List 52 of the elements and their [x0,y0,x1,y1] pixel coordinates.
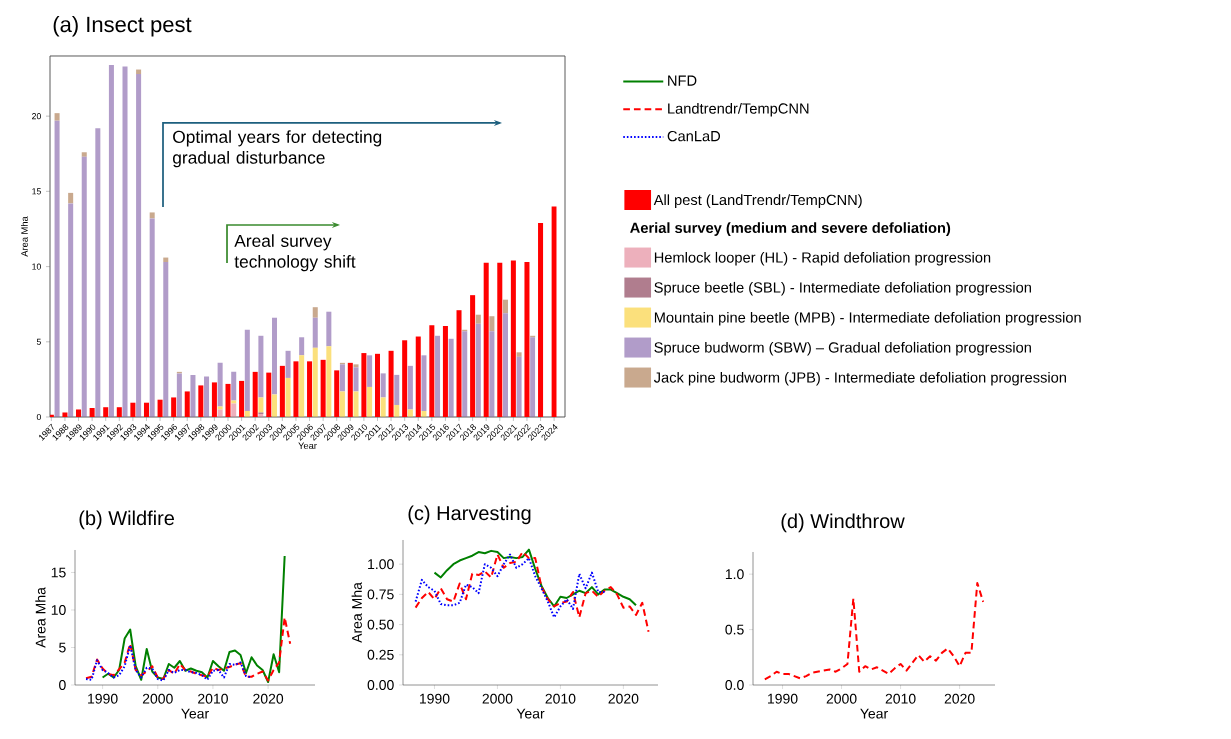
y-tick-label: 10 [51,605,66,615]
x-tick-label: 2020 [608,693,639,704]
y-tick-label: 1.00 [368,559,394,570]
x-tick-label: 1990 [419,693,450,704]
y-tick-label: 0.25 [367,649,394,660]
legend-label: Landtrendr/TempCNN [668,102,809,117]
x-axis-title: Year [181,708,209,719]
y-tick-label: 0.00 [367,680,394,690]
y-tick-label: 1.0 [725,569,744,580]
y-axis-title: Area Mha [35,587,46,648]
y-tick-label: 0.0 [725,680,744,690]
legend-label: CanLaD [667,130,721,142]
chart-title: (d) Windthrow [781,513,905,533]
y-tick-label: 20 [32,113,41,120]
legend-label: All pest (LandTrendr/TempCNN) [653,194,862,208]
x-axis-title: Year [860,708,888,719]
y-tick-label: 0 [36,413,41,421]
y-tick-label: 5 [36,338,41,345]
chart-title: (b) Wildfire [79,510,175,530]
annotation: Optimal years for detecting gradual disturbance [173,130,382,168]
x-tick-label: 2000 [826,693,857,704]
y-tick-label: 15 [32,188,41,195]
x-tick-label: 2010 [545,693,576,704]
y-tick-label: 15 [51,567,66,578]
legend-title: Aerial survey (medium and severe defoliation) [630,222,951,236]
legend-label: Spruce beetle (SBL) - Intermediate defoliation progression [654,281,1031,296]
y-axis-title: Area Mha [351,582,362,643]
x-tick-label: 1990 [88,693,118,704]
legend-label: NFD [668,75,697,86]
x-tick-label: 2010 [198,693,228,704]
legend-label: Hemlock looper (HL) - Rapid defoliation progression [654,251,991,266]
x-tick-label: 2000 [482,693,513,704]
legend-label: Jack pine budworm (JPB) - Intermediate defoliation progression [653,371,1066,386]
y-tick-label: 0 [59,680,66,690]
x-axis-title: Year [516,708,545,719]
x-tick-label: 1990 [768,693,798,704]
x-tick-label: 2010 [885,693,916,704]
annotation: Areal survey technology shift [234,234,356,272]
y-axis-title: Area Mha [20,216,28,257]
x-tick-label: 2020 [253,693,284,704]
y-tick-label: 10 [32,263,41,270]
y-tick-label: 0.50 [367,619,394,630]
chart-title: (a) Insect pest [53,16,192,37]
y-tick-label: 5 [59,642,66,653]
legend-label: Mountain pine beetle (MPB) - Intermediate defoliation progression [654,311,1081,326]
chart-title: (c) Harvesting [408,505,531,525]
x-axis-title: Year [298,442,317,449]
y-tick-label: 0.75 [367,589,394,600]
x-tick-label: 2020 [944,693,975,704]
legend-label: Spruce budworm (SBW) – Gradual defoliation progression [654,341,1031,356]
y-tick-label: 0.5 [725,624,744,635]
x-tick-label: 2000 [142,693,173,704]
